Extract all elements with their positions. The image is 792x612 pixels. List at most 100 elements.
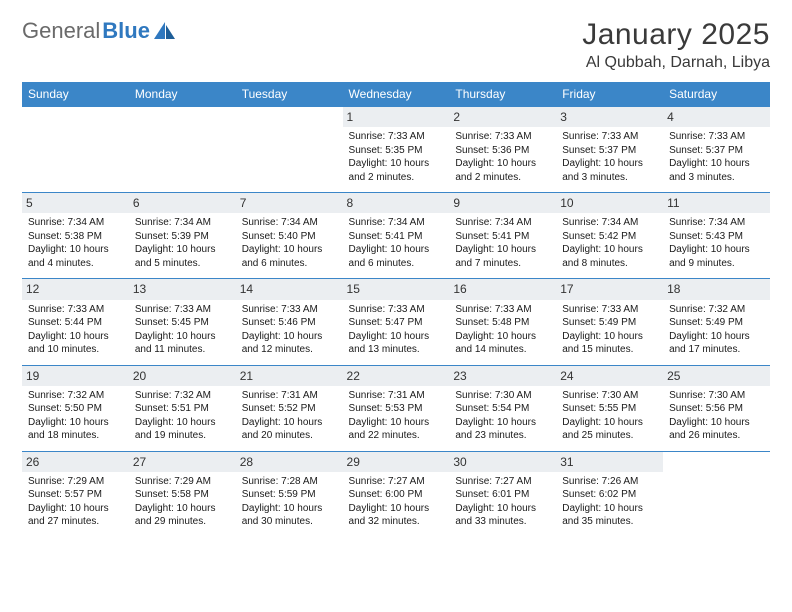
sunrise-text: Sunrise: 7:30 AM (562, 389, 657, 403)
sunrise-text: Sunrise: 7:28 AM (242, 475, 337, 489)
calendar-page: GeneralBlue January 2025 Al Qubbah, Darn… (0, 0, 792, 612)
day-details: Sunrise: 7:29 AMSunset: 5:58 PMDaylight:… (135, 475, 230, 529)
day-cell: 5Sunrise: 7:34 AMSunset: 5:38 PMDaylight… (22, 193, 129, 279)
sunrise-text: Sunrise: 7:30 AM (455, 389, 550, 403)
day-cell: 10Sunrise: 7:34 AMSunset: 5:42 PMDayligh… (556, 193, 663, 279)
day-details: Sunrise: 7:32 AMSunset: 5:50 PMDaylight:… (28, 389, 123, 443)
day-number: 6 (129, 193, 236, 213)
sunrise-text: Sunrise: 7:31 AM (242, 389, 337, 403)
daylight-text: Daylight: 10 hours and 17 minutes. (669, 330, 764, 357)
day-number: 15 (343, 279, 450, 299)
day-details: Sunrise: 7:32 AMSunset: 5:49 PMDaylight:… (669, 303, 764, 357)
daylight-text: Daylight: 10 hours and 3 minutes. (669, 157, 764, 184)
sunset-text: Sunset: 5:36 PM (455, 144, 550, 158)
day-cell: 28Sunrise: 7:28 AMSunset: 5:59 PMDayligh… (236, 451, 343, 537)
day-number (22, 107, 129, 111)
day-number: 4 (663, 107, 770, 127)
sunset-text: Sunset: 5:48 PM (455, 316, 550, 330)
daylight-text: Daylight: 10 hours and 22 minutes. (349, 416, 444, 443)
logo-text-general: General (22, 18, 100, 44)
day-details: Sunrise: 7:33 AMSunset: 5:37 PMDaylight:… (562, 130, 657, 184)
day-number: 25 (663, 366, 770, 386)
sunset-text: Sunset: 6:02 PM (562, 488, 657, 502)
day-details: Sunrise: 7:33 AMSunset: 5:36 PMDaylight:… (455, 130, 550, 184)
sunset-text: Sunset: 5:56 PM (669, 402, 764, 416)
day-details: Sunrise: 7:26 AMSunset: 6:02 PMDaylight:… (562, 475, 657, 529)
day-number: 1 (343, 107, 450, 127)
sunset-text: Sunset: 5:49 PM (669, 316, 764, 330)
day-cell: 18Sunrise: 7:32 AMSunset: 5:49 PMDayligh… (663, 279, 770, 365)
sunset-text: Sunset: 5:38 PM (28, 230, 123, 244)
location: Al Qubbah, Darnah, Libya (582, 54, 770, 72)
sunrise-text: Sunrise: 7:33 AM (455, 303, 550, 317)
month-title: January 2025 (582, 18, 770, 52)
day-details: Sunrise: 7:34 AMSunset: 5:41 PMDaylight:… (455, 216, 550, 270)
sunrise-text: Sunrise: 7:34 AM (562, 216, 657, 230)
day-number: 19 (22, 366, 129, 386)
day-cell: 20Sunrise: 7:32 AMSunset: 5:51 PMDayligh… (129, 365, 236, 451)
day-cell: 2 Sunrise: 7:33 AMSunset: 5:36 PMDaylight… (449, 107, 556, 193)
sunset-text: Sunset: 5:51 PM (135, 402, 230, 416)
weekday-header: Sunday (22, 82, 129, 107)
day-number: 9 (449, 193, 556, 213)
daylight-text: Daylight: 10 hours and 6 minutes. (349, 243, 444, 270)
sunrise-text: Sunrise: 7:33 AM (562, 130, 657, 144)
day-details: Sunrise: 7:34 AMSunset: 5:41 PMDaylight:… (349, 216, 444, 270)
day-details: Sunrise: 7:34 AMSunset: 5:42 PMDaylight:… (562, 216, 657, 270)
day-number: 26 (22, 452, 129, 472)
sunrise-text: Sunrise: 7:29 AM (28, 475, 123, 489)
daylight-text: Daylight: 10 hours and 32 minutes. (349, 502, 444, 529)
weekday-header-row: Sunday Monday Tuesday Wednesday Thursday… (22, 82, 770, 107)
day-number: 14 (236, 279, 343, 299)
day-number (236, 107, 343, 111)
sunrise-text: Sunrise: 7:34 AM (669, 216, 764, 230)
sunrise-text: Sunrise: 7:34 AM (135, 216, 230, 230)
daylight-text: Daylight: 10 hours and 9 minutes. (669, 243, 764, 270)
weekday-header: Friday (556, 82, 663, 107)
sunset-text: Sunset: 5:43 PM (669, 230, 764, 244)
daylight-text: Daylight: 10 hours and 7 minutes. (455, 243, 550, 270)
day-cell: 27Sunrise: 7:29 AMSunset: 5:58 PMDayligh… (129, 451, 236, 537)
day-number: 2 (449, 107, 556, 127)
day-cell: 22Sunrise: 7:31 AMSunset: 5:53 PMDayligh… (343, 365, 450, 451)
day-cell: 8 Sunrise: 7:34 AMSunset: 5:41 PMDaylight… (343, 193, 450, 279)
day-cell (129, 107, 236, 193)
day-number: 17 (556, 279, 663, 299)
daylight-text: Daylight: 10 hours and 13 minutes. (349, 330, 444, 357)
daylight-text: Daylight: 10 hours and 14 minutes. (455, 330, 550, 357)
day-number: 8 (343, 193, 450, 213)
daylight-text: Daylight: 10 hours and 29 minutes. (135, 502, 230, 529)
day-number: 12 (22, 279, 129, 299)
day-cell: 31Sunrise: 7:26 AMSunset: 6:02 PMDayligh… (556, 451, 663, 537)
week-row: 26Sunrise: 7:29 AMSunset: 5:57 PMDayligh… (22, 451, 770, 537)
sunrise-text: Sunrise: 7:33 AM (669, 130, 764, 144)
sunset-text: Sunset: 5:44 PM (28, 316, 123, 330)
week-row: 12Sunrise: 7:33 AMSunset: 5:44 PMDayligh… (22, 279, 770, 365)
sunrise-text: Sunrise: 7:33 AM (242, 303, 337, 317)
day-details: Sunrise: 7:33 AMSunset: 5:46 PMDaylight:… (242, 303, 337, 357)
daylight-text: Daylight: 10 hours and 33 minutes. (455, 502, 550, 529)
day-cell: 21Sunrise: 7:31 AMSunset: 5:52 PMDayligh… (236, 365, 343, 451)
sunrise-text: Sunrise: 7:30 AM (669, 389, 764, 403)
sunrise-text: Sunrise: 7:27 AM (455, 475, 550, 489)
sunrise-text: Sunrise: 7:26 AM (562, 475, 657, 489)
day-details: Sunrise: 7:31 AMSunset: 5:53 PMDaylight:… (349, 389, 444, 443)
day-number: 20 (129, 366, 236, 386)
sunset-text: Sunset: 5:45 PM (135, 316, 230, 330)
sunset-text: Sunset: 5:50 PM (28, 402, 123, 416)
weekday-header: Tuesday (236, 82, 343, 107)
weekday-header: Saturday (663, 82, 770, 107)
day-cell: 11Sunrise: 7:34 AMSunset: 5:43 PMDayligh… (663, 193, 770, 279)
day-details: Sunrise: 7:33 AMSunset: 5:45 PMDaylight:… (135, 303, 230, 357)
daylight-text: Daylight: 10 hours and 2 minutes. (455, 157, 550, 184)
day-number: 7 (236, 193, 343, 213)
day-number: 16 (449, 279, 556, 299)
daylight-text: Daylight: 10 hours and 6 minutes. (242, 243, 337, 270)
day-cell: 9 Sunrise: 7:34 AMSunset: 5:41 PMDaylight… (449, 193, 556, 279)
day-details: Sunrise: 7:33 AMSunset: 5:49 PMDaylight:… (562, 303, 657, 357)
day-cell: 17 Sunrise: 7:33 AMSunset: 5:49 PMDayligh… (556, 279, 663, 365)
week-row: 1Sunrise: 7:33 AMSunset: 5:35 PMDaylight… (22, 107, 770, 193)
sunrise-text: Sunrise: 7:27 AM (349, 475, 444, 489)
sunrise-text: Sunrise: 7:33 AM (28, 303, 123, 317)
daylight-text: Daylight: 10 hours and 3 minutes. (562, 157, 657, 184)
